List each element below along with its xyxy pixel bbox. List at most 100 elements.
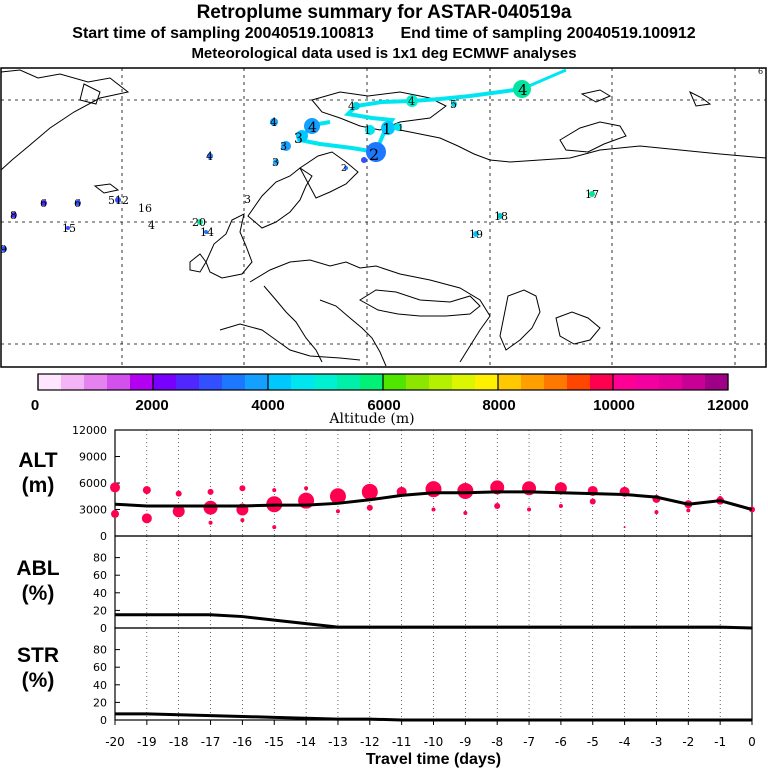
series-line	[114, 490, 753, 511]
altitude-cluster-dot	[494, 502, 501, 509]
x-tick-label: 0	[748, 735, 756, 749]
cluster-marker	[197, 219, 203, 225]
colorbar-swatch	[475, 374, 499, 390]
cluster-marker	[115, 197, 121, 203]
altitude-colorbar	[37, 373, 729, 391]
cluster-label: 3	[294, 131, 303, 147]
panel-ylabel: ABL (%)	[16, 557, 59, 605]
cluster-label: 8	[10, 209, 17, 222]
cluster-marker	[381, 121, 395, 135]
y-tick-label: 3000	[79, 504, 107, 517]
colorbar-tick: 12000	[707, 397, 749, 414]
colorbar-swatch	[107, 374, 131, 390]
x-tick-label: -9	[459, 735, 471, 749]
cluster-label: 4	[308, 120, 317, 136]
y-tick-label: 6000	[79, 477, 107, 490]
y-tick-label: 60	[93, 661, 107, 674]
cluster-marker	[394, 123, 402, 131]
colorbar-swatch	[84, 374, 108, 390]
y-tick-label: 40	[93, 679, 107, 692]
map-grid	[1, 68, 766, 367]
colorbar-swatch	[153, 374, 177, 390]
altitude-cluster-dot	[335, 509, 340, 514]
x-tick-label: -6	[555, 735, 567, 749]
x-tick-label: -1	[714, 735, 726, 749]
x-tick-label: -4	[619, 735, 631, 749]
colorbar-swatch	[268, 374, 292, 390]
x-tick-label: -10	[424, 735, 444, 749]
cluster-label: 512	[108, 194, 129, 207]
colorbar-swatch	[567, 374, 591, 390]
y-tick-label: 40	[93, 587, 107, 600]
cluster-marker	[204, 230, 208, 234]
cluster-marker	[207, 153, 213, 159]
y-tick-label: 12000	[72, 424, 107, 437]
cluster-marker	[361, 157, 367, 163]
cluster-label: 4	[348, 100, 355, 113]
colorbar-tick: 8000	[482, 397, 515, 414]
colorbar-tick: 2000	[135, 397, 168, 414]
map-frame	[0, 67, 767, 368]
colorbar-swatch	[383, 374, 407, 390]
plume-clusters	[1, 80, 595, 252]
altitude-cluster-dot	[203, 500, 218, 515]
x-tick-label: -2	[682, 735, 694, 749]
panel-ylabel: STR (%)	[17, 644, 59, 692]
altitude-cluster-dot	[686, 508, 691, 513]
y-tick-label: 80	[93, 552, 107, 565]
cluster-label: 9	[0, 243, 7, 256]
cluster-label: 20	[192, 216, 206, 229]
cluster-marker	[344, 166, 348, 170]
x-tick-label: -15	[264, 735, 284, 749]
altitude-cluster-dot	[110, 482, 120, 493]
x-tick-label: -16	[233, 735, 253, 749]
colorbar-swatch	[360, 374, 384, 390]
colorbar-swatch	[314, 374, 338, 390]
colorbar-swatch	[245, 374, 269, 390]
altitude-cluster-dot	[366, 504, 373, 511]
altitude-cluster-dot	[623, 526, 626, 529]
x-tick-label: -14	[296, 735, 316, 749]
cluster-label: 4	[518, 81, 528, 99]
altitude-cluster-dot	[654, 510, 659, 515]
altitude-cluster-dot	[272, 488, 277, 493]
met-data-text: Meteorological data used is 1x1 deg ECMW…	[191, 45, 577, 62]
cluster-marker	[406, 95, 418, 107]
cluster-marker	[75, 200, 81, 206]
colorbar-swatch	[406, 374, 430, 390]
panel-ylabel: ALT (m)	[18, 449, 57, 497]
altitude-cluster-dot	[329, 488, 346, 505]
y-tick-label: 80	[93, 644, 107, 657]
colorbar-label: Altitude (m)	[328, 411, 414, 427]
x-tick-label: -18	[169, 735, 189, 749]
colorbar-swatch	[682, 374, 706, 390]
series-line	[115, 613, 753, 630]
cluster-marker	[513, 80, 531, 98]
colorbar-swatch	[61, 374, 85, 390]
altitude-cluster-dot	[272, 525, 277, 530]
altitude-cluster-dot	[175, 490, 182, 497]
cluster-label: 15	[62, 222, 76, 235]
colorbar-swatch	[337, 374, 361, 390]
altitude-cluster-dot	[463, 511, 468, 516]
y-tick-label: 20	[93, 604, 107, 617]
cluster-label: 1	[398, 124, 404, 134]
altitude-cluster-dot	[207, 488, 214, 495]
cluster-marker	[451, 101, 457, 107]
cluster-marker	[41, 200, 47, 206]
sampling-time-text: Start time of sampling 20040519.100813 E…	[72, 25, 696, 42]
x-tick-label: -3	[650, 735, 662, 749]
colorbar-swatch	[636, 374, 660, 390]
y-tick-label: 0	[100, 530, 107, 543]
cluster-label: 4	[148, 219, 155, 232]
colorbar-tick: 0	[31, 397, 39, 414]
cluster-label: 1	[364, 124, 371, 137]
panel-frame	[114, 627, 753, 721]
colorbar-ticks: 0 2000 4000 6000 8000 10000 12000	[31, 397, 749, 414]
colorbar-swatch	[705, 374, 729, 390]
x-tick-label: -5	[587, 735, 599, 749]
cluster-marker	[497, 213, 503, 219]
x-tick-label: -7	[523, 735, 535, 749]
